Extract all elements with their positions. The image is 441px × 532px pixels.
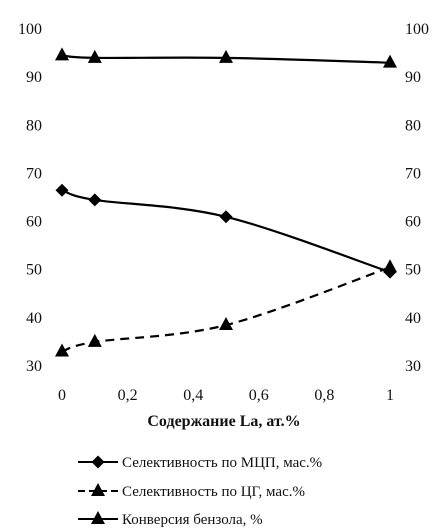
series-1-point xyxy=(219,210,233,224)
series-3-point xyxy=(219,49,233,63)
series-2-point xyxy=(87,333,102,347)
y-tick-label-left: 50 xyxy=(26,262,42,279)
x-tick-label: 0,4 xyxy=(183,387,203,404)
series-3-point xyxy=(383,54,397,68)
y-tick-label-right: 30 xyxy=(405,358,421,375)
series-1-point xyxy=(88,193,102,207)
y-tick-label-right: 50 xyxy=(405,262,421,279)
series-line-3 xyxy=(61,54,391,64)
legend-label-2: Селективность по ЦГ, мас.% xyxy=(122,484,305,500)
y-tick-label-right: 70 xyxy=(405,165,421,182)
y-tick-label-right: 60 xyxy=(405,214,421,231)
series-2-point xyxy=(55,343,69,357)
x-tick-label: 0,6 xyxy=(249,387,269,404)
series-group xyxy=(55,47,397,357)
x-axis-label: Содержание La, ат.% xyxy=(147,413,300,430)
legend-marker-1 xyxy=(91,455,105,469)
legend-marker-3 xyxy=(91,510,105,524)
legend-marker-2 xyxy=(91,482,105,496)
y-tick-label-right: 80 xyxy=(405,117,421,134)
series-2-point xyxy=(383,259,397,273)
y-tick-label-left: 90 xyxy=(26,69,42,86)
series-line-2 xyxy=(61,266,391,353)
series-1-point xyxy=(55,183,69,197)
series-line-1 xyxy=(61,189,391,274)
y-tick-label-left: 70 xyxy=(26,165,42,182)
y-tick-label-right: 100 xyxy=(405,21,429,38)
y-tick-label-right: 40 xyxy=(405,310,421,327)
y-tick-label-left: 40 xyxy=(26,310,42,327)
x-tick-label: 0 xyxy=(58,387,66,404)
legend-label-3: Конверсия бензола, % xyxy=(122,512,263,527)
y-tick-label-left: 100 xyxy=(18,21,42,38)
x-tick-label: 0,2 xyxy=(118,387,138,404)
y-tick-label-left: 60 xyxy=(26,214,42,231)
y-tick-label-left: 80 xyxy=(26,117,42,134)
x-tick-label: 1 xyxy=(386,387,394,404)
y-tick-label-left: 30 xyxy=(26,358,42,375)
series-3-point xyxy=(55,47,69,61)
x-tick-label: 0,8 xyxy=(314,387,334,404)
series-2-point xyxy=(219,317,233,331)
right-axis-tick-labels: 30 40 50 60 70 80 90 100 xyxy=(405,21,429,375)
legend-label-1: Селективность по МЦП, мас.% xyxy=(122,455,322,471)
x-axis-tick-labels: 0 0,2 0,4 0,6 0,8 1 xyxy=(58,387,394,404)
series-3-point xyxy=(87,49,102,63)
legend: Селективность по МЦП, мас.% Селективность… xyxy=(78,455,322,528)
y-tick-label-right: 90 xyxy=(405,69,421,86)
left-axis-tick-labels: 30 40 50 60 70 80 90 100 xyxy=(18,21,42,375)
